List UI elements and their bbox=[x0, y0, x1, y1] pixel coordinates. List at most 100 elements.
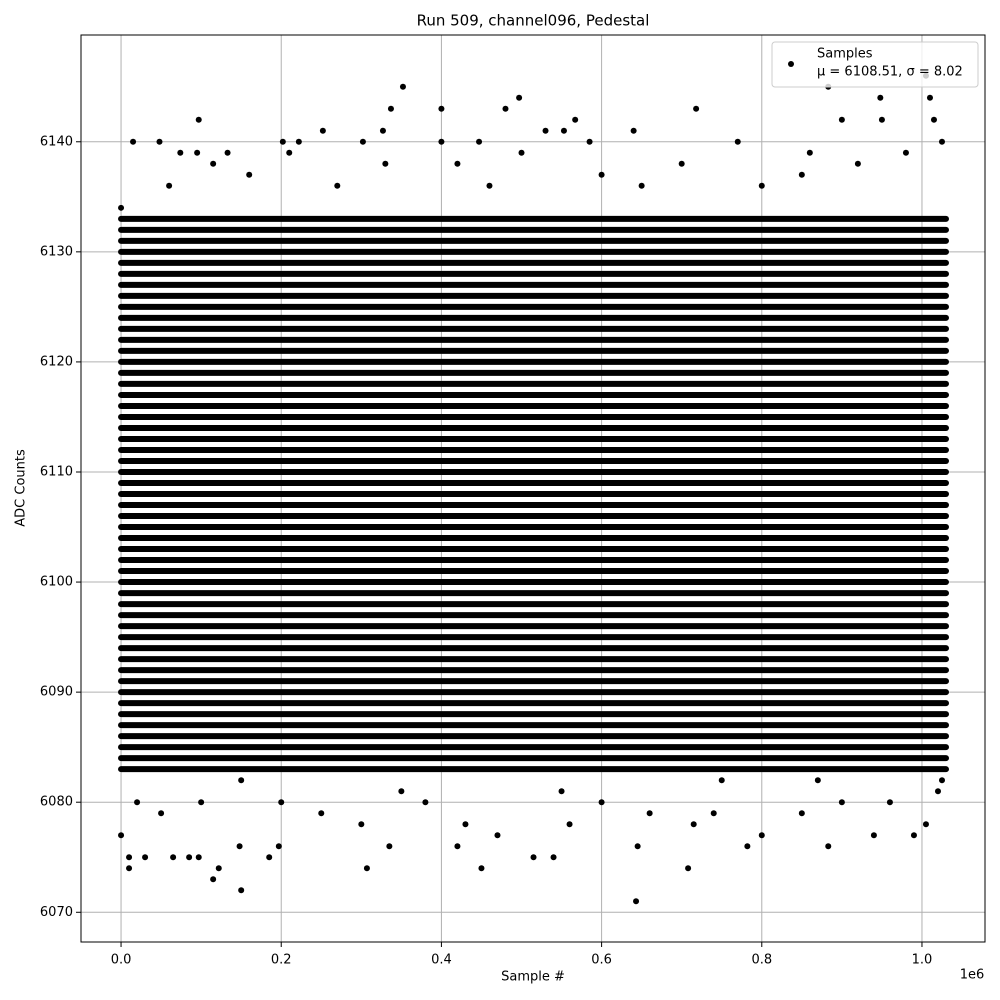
sample-point bbox=[930, 116, 937, 123]
sample-point bbox=[476, 138, 483, 145]
sample-point bbox=[156, 138, 163, 145]
sample-point bbox=[118, 204, 125, 211]
y-tick-label: 6080 bbox=[40, 795, 73, 810]
sample-point bbox=[177, 149, 184, 156]
sample-point bbox=[246, 171, 253, 178]
sample-point bbox=[922, 821, 929, 828]
sample-point bbox=[358, 821, 365, 828]
sample-point bbox=[130, 138, 137, 145]
plot-area bbox=[81, 35, 985, 942]
sample-point bbox=[690, 821, 697, 828]
sample-point bbox=[379, 127, 386, 134]
sample-point bbox=[286, 149, 293, 156]
sample-point bbox=[572, 116, 579, 123]
y-tick-label: 6130 bbox=[40, 244, 73, 259]
sample-point bbox=[744, 843, 751, 850]
legend-label: Samples bbox=[817, 47, 873, 62]
sample-point bbox=[478, 865, 485, 872]
sample-point bbox=[693, 105, 700, 112]
sample-point bbox=[236, 843, 243, 850]
sample-point bbox=[198, 799, 205, 806]
x-offset-label: 1e6 bbox=[960, 968, 985, 983]
sample-point bbox=[158, 810, 165, 817]
sample-point bbox=[646, 810, 653, 817]
sample-point bbox=[558, 788, 565, 795]
sample-point bbox=[516, 94, 523, 101]
sample-point bbox=[454, 160, 461, 167]
sample-point bbox=[926, 94, 933, 101]
sample-point bbox=[387, 105, 394, 112]
x-axis-label: Sample # bbox=[501, 970, 565, 985]
sample-point bbox=[398, 788, 405, 795]
sample-point bbox=[598, 799, 605, 806]
x-tick-label: 0.0 bbox=[111, 953, 132, 968]
sample-point bbox=[278, 799, 285, 806]
sample-point bbox=[854, 160, 861, 167]
sample-point bbox=[215, 865, 222, 872]
sample-point bbox=[758, 832, 765, 839]
x-tick-label: 1.0 bbox=[912, 953, 933, 968]
sample-point bbox=[382, 160, 389, 167]
y-tick-label: 6070 bbox=[40, 905, 73, 920]
sample-point bbox=[266, 854, 273, 861]
sample-point bbox=[710, 810, 717, 817]
sample-point bbox=[359, 138, 366, 145]
sample-point bbox=[938, 138, 945, 145]
sample-point bbox=[630, 127, 637, 134]
sample-point bbox=[118, 832, 125, 839]
sample-point bbox=[718, 777, 725, 784]
sample-point bbox=[210, 876, 217, 883]
sample-point bbox=[319, 127, 326, 134]
sample-point bbox=[934, 788, 941, 795]
sample-point bbox=[814, 777, 821, 784]
sample-point bbox=[678, 160, 685, 167]
y-tick-label: 6120 bbox=[40, 354, 73, 369]
sample-point bbox=[910, 832, 917, 839]
sample-point bbox=[170, 854, 177, 861]
x-tick-label: 0.6 bbox=[591, 953, 612, 968]
sample-point bbox=[238, 777, 245, 784]
sample-point bbox=[542, 127, 549, 134]
sample-point bbox=[422, 799, 429, 806]
sample-point bbox=[560, 127, 567, 134]
sample-point bbox=[295, 138, 302, 145]
sample-point bbox=[886, 799, 893, 806]
sample-point bbox=[638, 182, 645, 189]
y-tick-label: 6110 bbox=[40, 464, 73, 479]
sample-point bbox=[134, 799, 141, 806]
sample-point bbox=[798, 810, 805, 817]
sample-point bbox=[224, 149, 231, 156]
sample-point bbox=[870, 832, 877, 839]
sample-point bbox=[877, 94, 884, 101]
y-tick-label: 6100 bbox=[40, 575, 73, 590]
sample-point bbox=[806, 149, 813, 156]
sample-point bbox=[194, 149, 201, 156]
sample-point bbox=[126, 865, 133, 872]
sample-point bbox=[334, 182, 341, 189]
chart-title: Run 509, channel096, Pedestal bbox=[417, 12, 650, 30]
sample-point bbox=[550, 854, 557, 861]
sample-point bbox=[454, 843, 461, 850]
sample-point bbox=[633, 898, 640, 905]
sample-point bbox=[518, 149, 525, 156]
sample-point bbox=[195, 854, 202, 861]
sample-point bbox=[386, 843, 393, 850]
sample-point bbox=[734, 138, 741, 145]
sample-point bbox=[318, 810, 325, 817]
sample-point bbox=[598, 171, 605, 178]
x-tick-label: 0.2 bbox=[271, 953, 292, 968]
sample-point bbox=[186, 854, 193, 861]
y-tick-label: 6140 bbox=[40, 134, 73, 149]
axes-frame bbox=[80, 34, 986, 943]
sample-point bbox=[399, 83, 406, 90]
sample-point bbox=[438, 105, 445, 112]
sample-point bbox=[502, 105, 509, 112]
sample-point bbox=[758, 182, 765, 189]
sample-point bbox=[210, 160, 217, 167]
legend-stats: μ = 6108.51, σ = 8.02 bbox=[817, 65, 963, 80]
y-axis-label: ADC Counts bbox=[14, 449, 29, 527]
legend: Samples μ = 6108.51, σ = 8.02 bbox=[771, 41, 979, 88]
sample-point bbox=[634, 843, 641, 850]
sample-point bbox=[838, 799, 845, 806]
